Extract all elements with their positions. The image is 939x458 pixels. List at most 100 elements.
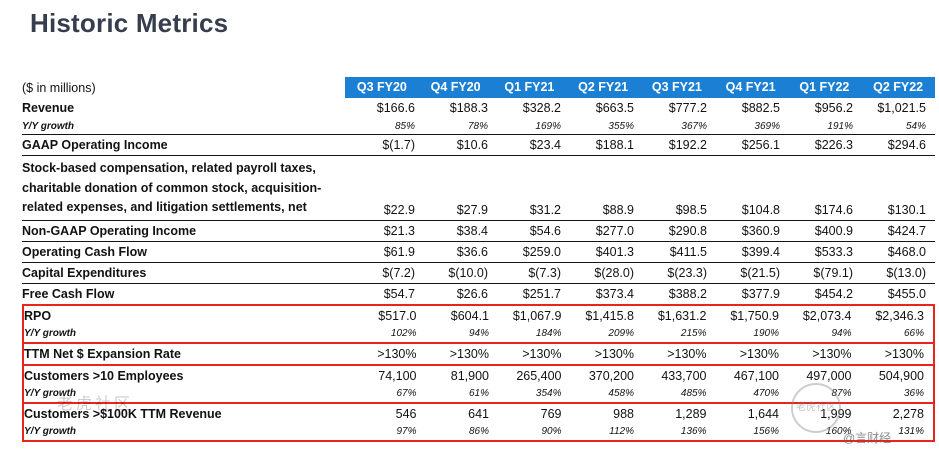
value-cell: $377.9 [741, 286, 780, 301]
value-cell: $192.2 [668, 138, 707, 152]
table-row: Stock-based compensation, related payrol… [22, 155, 935, 220]
value-cell: 369% [754, 120, 780, 132]
value-cell: $517.0 [378, 308, 417, 323]
value-cell: $27.9 [456, 202, 488, 217]
value-cell: $328.2 [522, 101, 561, 115]
row-label: GAAP Operating Income [22, 138, 168, 152]
value-cell: 131% [898, 426, 924, 437]
value-cell: >130% [377, 346, 417, 361]
value-cell: 61% [468, 388, 489, 399]
value-cell: $(21.5) [740, 265, 780, 280]
value-cell: $259.0 [522, 244, 561, 259]
value-cell: $663.5 [595, 101, 634, 115]
column-header: Q3 FY21 [640, 77, 714, 98]
highlight-box: TTM Net $ Expansion Rate >130% >130% >130% >… [22, 341, 935, 366]
value-cell: 54% [905, 120, 926, 132]
value-cell: 90% [541, 426, 562, 437]
row-label: Y/Y growth [24, 328, 77, 339]
value-cell: $104.8 [741, 202, 780, 217]
value-cell: 136% [680, 426, 707, 437]
value-cell: $956.2 [814, 101, 853, 115]
value-cell: 769 [540, 406, 562, 421]
table-header-row: ($ in millions) Q3 FY20 Q4 FY20 Q1 FY21 Q2 … [22, 77, 935, 98]
value-cell: $(7.2) [382, 265, 415, 280]
row-label: Revenue [22, 101, 75, 115]
value-cell: $174.6 [814, 202, 853, 217]
value-cell: $604.1 [450, 308, 489, 323]
value-cell: 112% [609, 426, 634, 437]
table-row: Operating Cash Flow $61.9 $36.6 $259.0 $401.… [22, 240, 935, 262]
value-cell: >130% [522, 346, 562, 361]
value-cell: $2,346.3 [875, 308, 924, 323]
value-cell: 370,200 [588, 368, 634, 383]
value-cell: 97% [396, 426, 417, 437]
value-cell: $882.5 [741, 101, 780, 115]
value-cell: 1,289 [675, 406, 707, 421]
value-cell: 433,700 [661, 368, 707, 383]
value-cell: 215% [680, 328, 707, 339]
value-cell: $251.7 [522, 286, 561, 301]
value-cell: 169% [535, 120, 561, 132]
value-cell: 94% [468, 328, 489, 339]
value-cell: 36% [903, 388, 924, 399]
value-cell: $277.0 [595, 223, 634, 238]
value-cell: $54.7 [383, 286, 415, 301]
value-cell: 81,900 [450, 368, 489, 383]
value-cell: $54.6 [529, 223, 561, 238]
value-cell: 470% [753, 388, 779, 399]
value-cell: 67% [396, 388, 417, 399]
value-cell: >130% [739, 346, 779, 361]
value-cell: >130% [812, 346, 852, 361]
row-label: Non-GAAP Operating Income [22, 223, 197, 238]
table-row: TTM Net $ Expansion Rate >130% >130% >130% >… [24, 344, 933, 364]
table-body: Revenue $166.6 $188.3 $328.2 $663.5 $777.2 $88… [22, 98, 935, 304]
column-header: Q2 FY21 [566, 77, 640, 98]
value-cell: $2,073.4 [802, 308, 852, 323]
value-cell: 1,644 [747, 406, 779, 421]
column-header: Q1 FY22 [787, 77, 862, 98]
value-cell: $454.2 [814, 286, 853, 301]
value-cell: 85% [394, 120, 415, 132]
value-cell: 78% [467, 120, 488, 132]
value-cell: 467,100 [733, 368, 779, 383]
value-cell: $10.6 [456, 138, 488, 152]
value-cell: $455.0 [887, 286, 926, 301]
page-title: Historic Metrics [30, 8, 229, 38]
value-cell: $23.4 [529, 138, 561, 152]
value-cell: $31.2 [529, 202, 561, 217]
table-row: Free Cash Flow $54.7 $26.6 $251.7 $373.4 $388… [22, 282, 935, 304]
value-cell: $360.9 [741, 223, 780, 238]
value-cell: >130% [884, 346, 924, 361]
column-header: Q4 FY20 [418, 77, 493, 98]
value-cell: $1,067.9 [512, 308, 562, 323]
value-cell: $88.9 [602, 202, 634, 217]
column-header: Q4 FY21 [713, 77, 788, 98]
row-label: Stock-based compensation, related payrol… [22, 161, 322, 214]
row-label: TTM Net $ Expansion Rate [24, 346, 181, 361]
value-cell: 497,000 [806, 368, 852, 383]
value-cell: 1,999 [820, 406, 852, 421]
table-row: Revenue $166.6 $188.3 $328.2 $663.5 $777.2 $88… [22, 98, 935, 118]
row-label: Customers >$100K TTM Revenue [24, 406, 222, 421]
highlight-box: Customers >$100K TTM Revenue 546 641 769 988… [22, 401, 935, 442]
value-cell: $1,631.2 [657, 308, 707, 323]
value-cell: $533.3 [814, 244, 853, 259]
value-cell: 74,100 [378, 368, 417, 383]
value-cell: 209% [608, 328, 634, 339]
value-cell: 160% [825, 426, 852, 437]
value-cell: $256.1 [741, 138, 780, 152]
table-row: Non-GAAP Operating Income $21.3 $38.4 $54.6… [22, 219, 935, 241]
metrics-table: ($ in millions) Q3 FY20 Q4 FY20 Q1 FY21 Q2 … [22, 77, 935, 442]
value-cell: $21.3 [383, 223, 415, 238]
value-cell: $98.5 [675, 202, 707, 217]
value-cell: $373.4 [595, 286, 634, 301]
value-cell: $61.9 [383, 244, 415, 259]
value-cell: 265,400 [516, 368, 562, 383]
value-cell: >130% [594, 346, 634, 361]
value-cell: 184% [535, 328, 562, 339]
row-label: RPO [24, 308, 52, 323]
value-cell: 354% [535, 388, 562, 399]
growth-row: Y/Y growth 67% 61% 354% 458% 485% 470% 87% 36% [24, 386, 933, 402]
value-cell: $36.6 [456, 244, 488, 259]
value-cell: 504,900 [878, 368, 924, 383]
